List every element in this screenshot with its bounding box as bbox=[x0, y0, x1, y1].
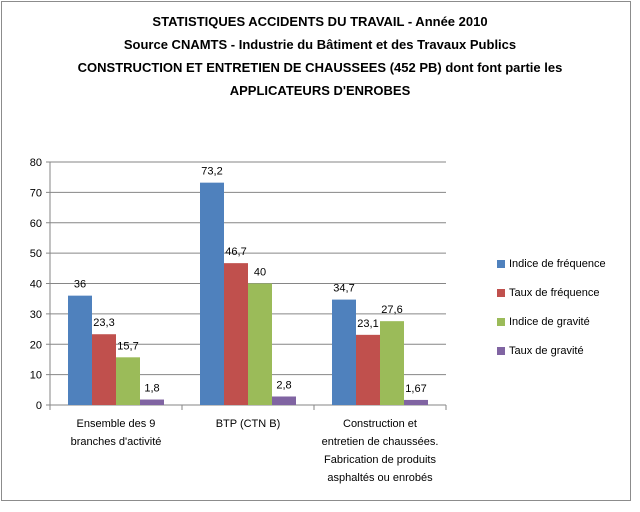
x-tick-label: Ensemble des 9 branches d'activité bbox=[71, 418, 162, 448]
legend-swatch bbox=[497, 347, 505, 355]
y-tick-label: 50 bbox=[30, 248, 42, 260]
legend-label: Taux de gravité bbox=[509, 345, 584, 357]
y-tick-label: 0 bbox=[36, 400, 42, 412]
x-tick-label-line: Ensemble des 9 bbox=[77, 418, 156, 430]
title-line-3: CONSTRUCTION ET ENTRETIEN DE CHAUSSEES (… bbox=[77, 60, 563, 75]
data-label: 27,6 bbox=[381, 304, 402, 316]
bar bbox=[356, 334, 380, 405]
legend-swatch bbox=[497, 318, 505, 326]
legend-item-indice-gravite: Indice de gravité bbox=[497, 313, 633, 342]
data-label: 15,7 bbox=[117, 340, 138, 352]
data-label: 1,67 bbox=[405, 383, 426, 395]
data-label: 34,7 bbox=[333, 283, 354, 295]
y-tick-label: 10 bbox=[30, 370, 42, 382]
y-tick-label: 30 bbox=[30, 309, 42, 321]
y-tick-label: 70 bbox=[30, 187, 42, 199]
bar bbox=[248, 283, 272, 405]
data-label: 46,7 bbox=[225, 246, 246, 258]
y-tick-label: 20 bbox=[30, 339, 42, 351]
bar bbox=[404, 399, 428, 405]
title-line-4: APPLICATEURS D'ENROBES bbox=[229, 83, 411, 98]
bar bbox=[68, 295, 92, 405]
title-line-1: STATISTIQUES ACCIDENTS DU TRAVAIL - Anné… bbox=[152, 14, 488, 29]
title-line-2: Source CNAMTS - Industrie du Bâtiment et… bbox=[123, 37, 517, 52]
bar bbox=[380, 321, 404, 405]
x-tick-label-line: Fabrication de produits bbox=[324, 454, 436, 466]
x-tick-label: Construction et entretien de chaussées. Fa… bbox=[322, 418, 439, 484]
data-label: 23,3 bbox=[93, 317, 114, 329]
legend-item-taux-frequence: Taux de fréquence bbox=[497, 284, 633, 313]
y-tick-label: 60 bbox=[30, 218, 42, 230]
legend-item-taux-gravite: Taux de gravité bbox=[497, 342, 633, 371]
data-label: 23,1 bbox=[357, 318, 378, 330]
x-tick-label-line: entretien de chaussées. bbox=[322, 436, 439, 448]
chart-frame bbox=[1, 1, 631, 501]
bar bbox=[92, 334, 116, 405]
legend-swatch bbox=[497, 289, 505, 297]
y-tick-label: 40 bbox=[30, 279, 42, 291]
data-label: 40 bbox=[254, 267, 266, 279]
legend: Indice de fréquence Taux de fréquence In… bbox=[497, 255, 633, 371]
bar bbox=[224, 263, 248, 405]
legend-label: Taux de fréquence bbox=[509, 287, 600, 299]
legend-swatch bbox=[497, 260, 505, 268]
bar bbox=[116, 357, 140, 405]
chart-title: STATISTIQUES ACCIDENTS DU TRAVAIL - Anné… bbox=[0, 10, 640, 102]
legend-label: Indice de fréquence bbox=[509, 258, 606, 270]
x-tick-label-line: asphaltés ou enrobés bbox=[327, 472, 433, 484]
bar bbox=[140, 399, 164, 405]
bar bbox=[332, 299, 356, 405]
x-tick-label-line: BTP (CTN B) bbox=[216, 418, 281, 430]
x-tick-label-line: Construction et bbox=[343, 418, 417, 430]
bar bbox=[200, 182, 224, 405]
data-label: 2,8 bbox=[276, 379, 291, 391]
y-tick-label: 80 bbox=[30, 157, 42, 169]
x-tick-label-line: branches d'activité bbox=[71, 436, 162, 448]
x-tick-label: BTP (CTN B) bbox=[216, 418, 281, 430]
data-label: 1,8 bbox=[144, 383, 159, 395]
legend-item-indice-frequence: Indice de fréquence bbox=[497, 255, 633, 284]
data-label: 36 bbox=[74, 279, 86, 291]
data-label: 73,2 bbox=[201, 166, 222, 178]
bar bbox=[272, 396, 296, 405]
legend-label: Indice de gravité bbox=[509, 316, 590, 328]
